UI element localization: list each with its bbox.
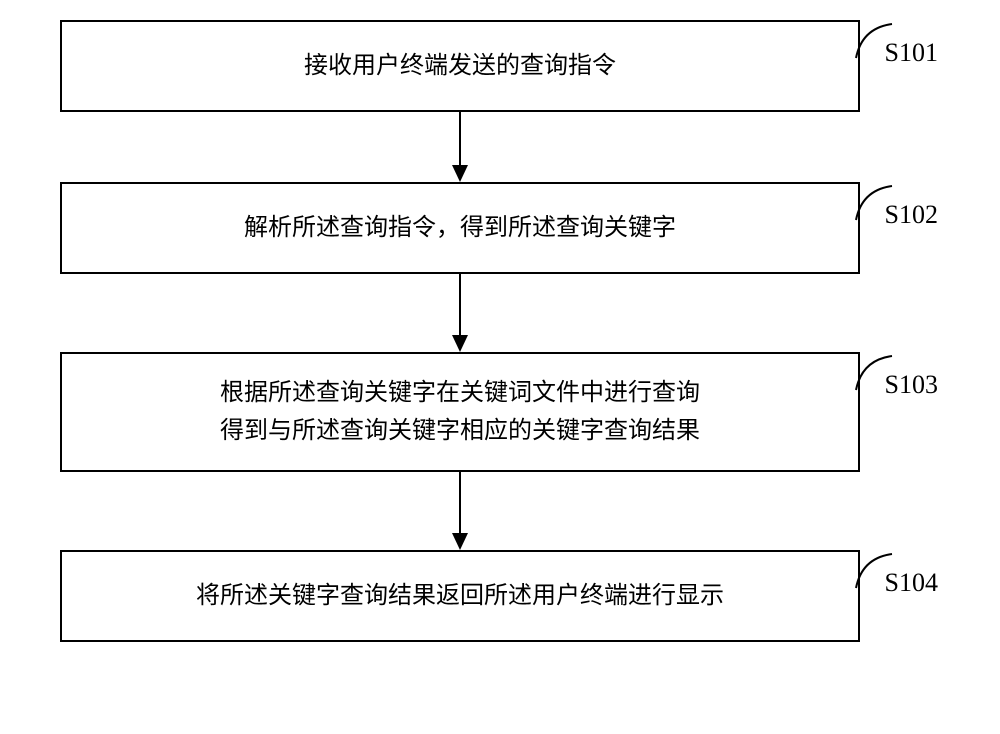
step-text: 接收用户终端发送的查询指令 (304, 47, 616, 85)
step-box-s104: 将所述关键字查询结果返回所述用户终端进行显示 S104 (60, 550, 860, 642)
arrow-1-2 (60, 112, 860, 182)
arrow-down-icon (445, 472, 475, 550)
step-box-s103: 根据所述查询关键字在关键词文件中进行查询 得到与所述查询关键字相应的关键字查询结… (60, 352, 860, 472)
step-label-s101: S101 (885, 32, 938, 74)
step-label-s102: S102 (885, 194, 938, 236)
step-text: 根据所述查询关键字在关键词文件中进行查询 得到与所述查询关键字相应的关键字查询结… (220, 374, 700, 451)
flowchart-container: 接收用户终端发送的查询指令 S101 解析所述查询指令，得到所述查询关键字 S1… (60, 20, 940, 642)
step-label-s103: S103 (885, 364, 938, 406)
step-text: 将所述关键字查询结果返回所述用户终端进行显示 (196, 577, 724, 615)
step-text: 解析所述查询指令，得到所述查询关键字 (244, 209, 676, 247)
arrow-down-icon (445, 112, 475, 182)
arrow-3-4 (60, 472, 860, 550)
arrow-down-icon (445, 274, 475, 352)
arrow-2-3 (60, 274, 860, 352)
step-box-s102: 解析所述查询指令，得到所述查询关键字 S102 (60, 182, 860, 274)
step-label-s104: S104 (885, 562, 938, 604)
step-box-s101: 接收用户终端发送的查询指令 S101 (60, 20, 860, 112)
